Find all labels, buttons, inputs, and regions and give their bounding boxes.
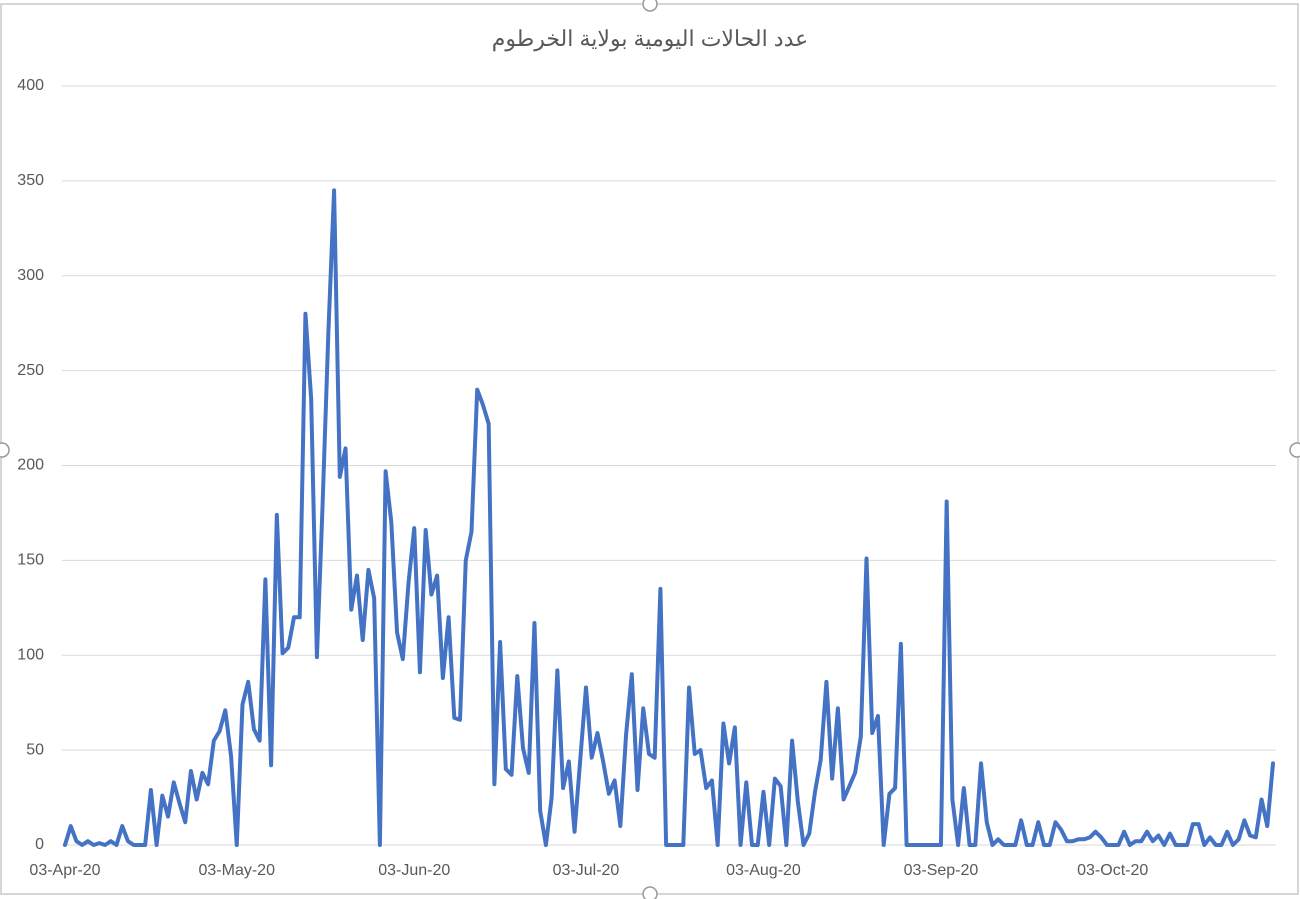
y-tick-label: 250 <box>17 362 44 379</box>
x-tick-label: 03-May-20 <box>199 862 276 879</box>
y-tick-label: 150 <box>17 552 44 569</box>
y-tick-label: 0 <box>35 836 44 853</box>
resize-handle <box>642 886 658 899</box>
data-line <box>63 188 1275 847</box>
x-tick-label: 03-Sep-20 <box>904 862 979 879</box>
chart-frame <box>0 3 1299 895</box>
x-tick-label: 03-Aug-20 <box>726 862 801 879</box>
y-tick-label: 50 <box>26 741 44 758</box>
x-tick-label: 03-Apr-20 <box>29 862 100 879</box>
x-tick-label: 03-Jun-20 <box>378 862 450 879</box>
x-tick-label: 03-Oct-20 <box>1077 862 1148 879</box>
resize-handle <box>642 0 658 12</box>
y-tick-label: 350 <box>17 172 44 189</box>
y-tick-label: 100 <box>17 646 44 663</box>
resize-handle <box>1289 442 1300 458</box>
chart-title: عدد الحالات اليومية بولاية الخرطوم <box>492 26 809 52</box>
y-tick-label: 300 <box>17 267 44 284</box>
y-tick-label: 400 <box>17 77 44 94</box>
x-tick-label: 03-Jul-20 <box>553 862 620 879</box>
y-tick-label: 200 <box>17 457 44 474</box>
resize-handle <box>0 442 10 458</box>
